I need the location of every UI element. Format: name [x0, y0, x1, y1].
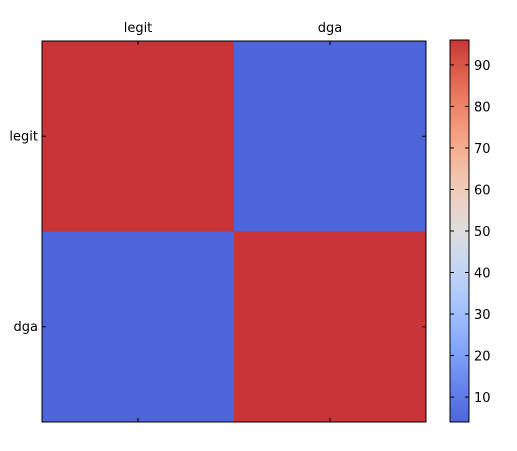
heatmap-cell [42, 231, 235, 423]
x-tick-label: dga [318, 21, 342, 36]
colorbar-tick-label: 70 [474, 142, 491, 157]
heatmap-cells [42, 41, 427, 423]
colorbar-tick-label: 50 [474, 225, 491, 240]
colorbar-tick-label: 40 [474, 267, 491, 282]
x-axis: legit dga [124, 21, 342, 422]
y-tick-label: dga [14, 320, 38, 335]
colorbar-tick-label: 80 [474, 100, 491, 115]
colorbar-tick-label: 90 [474, 59, 491, 74]
heatmap-cell [42, 41, 235, 232]
colorbar-tick-label: 30 [474, 308, 491, 323]
colorbar-tick-label: 10 [474, 391, 491, 406]
plot-frame [41, 40, 427, 423]
colorbar-ticks: 10 20 30 40 50 60 70 80 90 [450, 59, 491, 406]
colorbar-tick-label: 60 [474, 183, 491, 198]
y-axis: legit dga [9, 129, 426, 335]
y-tick-label: legit [9, 129, 38, 144]
x-tick-label: legit [124, 21, 153, 36]
heatmap-cell [234, 41, 427, 232]
heatmap-cell [234, 231, 427, 423]
colorbar-tick-label: 20 [474, 350, 491, 365]
